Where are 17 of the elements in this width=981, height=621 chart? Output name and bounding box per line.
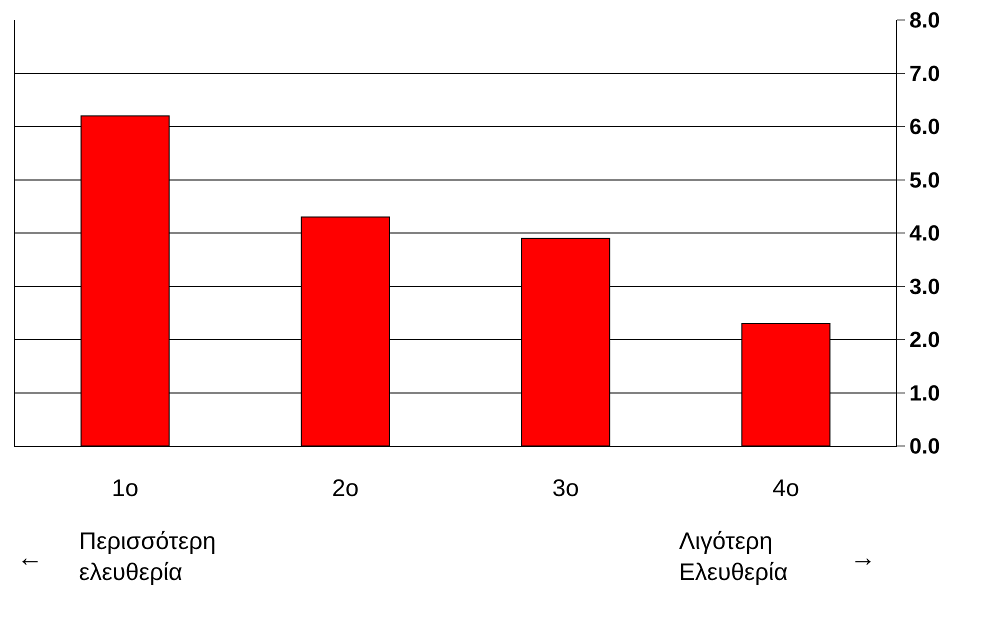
y-tick-label: 5.0 xyxy=(909,167,940,192)
y-tick-label: 7.0 xyxy=(909,60,940,86)
y-tick-label: 6.0 xyxy=(909,114,940,140)
x-tick-label: 2o xyxy=(332,474,359,502)
text: → xyxy=(850,542,876,572)
y-tick-label: 0.0 xyxy=(909,434,940,459)
x-tick-label: 1o xyxy=(112,474,138,502)
text: Περισσότερη ελευθερία xyxy=(79,528,216,586)
y-tick-label: 4.0 xyxy=(909,220,940,246)
text: Λιγότερη Ελευθερία xyxy=(679,528,788,586)
y-tick-label: 3.0 xyxy=(909,274,940,299)
x-tick-label: 4o xyxy=(772,474,800,502)
y-tick-label: 1.0 xyxy=(909,380,940,406)
y-tick-label: 8.0 xyxy=(909,8,940,33)
y-tick-label: 2.0 xyxy=(909,327,940,352)
text: ← xyxy=(17,542,43,572)
x-tick-label: 3o xyxy=(552,474,579,502)
